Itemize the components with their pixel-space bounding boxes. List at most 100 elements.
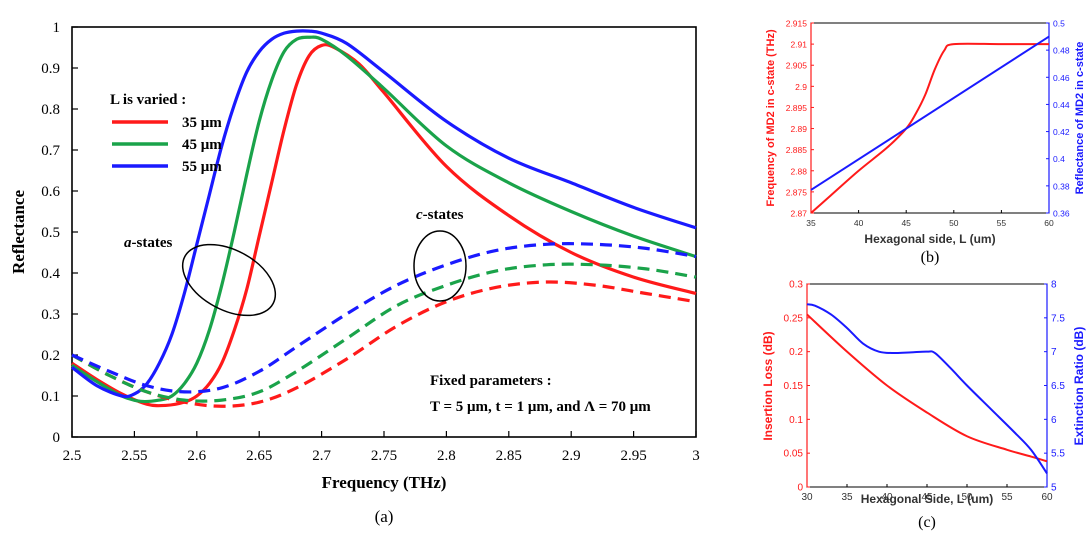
b-y-right-tick-label: 0.5 (1053, 19, 1065, 29)
a-x-axis-title: Frequency (THz) (322, 473, 447, 492)
a-x-tick-label: 2.5 (63, 448, 82, 464)
a-x-tick-label: 2.8 (437, 448, 456, 464)
c-states-label: c-states (416, 207, 464, 223)
b-y-left-tick-label: 2.89 (790, 124, 807, 134)
c-states-prefix: c (416, 207, 423, 223)
panel-label-c: (c) (918, 514, 936, 531)
c-ticks: 30 35 40 45 50 55 60 0 0.05 0.1 0.15 0.2 0.25 0.3 5 5.5… (784, 280, 1066, 504)
a-ticks: 2.5 2.55 2.6 2.65 2.7 2.75 2.8 2.85 2.9 2.95 3 0 0.1… (41, 20, 700, 464)
c-series-line-left (806, 313, 1048, 463)
c-x-tick-label: 50 (961, 492, 973, 503)
a-series-line-a-2 (71, 29, 697, 399)
c-x-axis-title: Hexagonal Side, L (um) (861, 492, 993, 506)
a-y-tick-label: 0.6 (41, 184, 60, 200)
a-states-suffix: -states (132, 235, 173, 251)
panel-b: 35 40 45 50 55 60 2.87 2.875 2.88 2.885 2.89 2.895 2… (765, 19, 1086, 267)
panel-c: 30 35 40 45 50 55 60 0 0.05 0.1 0.15 0.2 0.25 0.3 5 5.5… (761, 280, 1086, 532)
a-x-tick-label: 2.65 (246, 448, 272, 464)
b-y-left-tick-label: 2.905 (786, 61, 808, 71)
a-y-tick-label: 0 (53, 430, 61, 446)
c-y-right-tick-label: 8 (1051, 280, 1057, 291)
c-series-line-right (806, 303, 1048, 475)
b-x-axis-title: Hexagonal side, L (um) (864, 232, 995, 246)
c-x-tick-label: 35 (841, 492, 853, 503)
legend-a: L is varied : 35 μm 45 μm 55 μm (110, 92, 222, 175)
plot-area-c (806, 283, 1048, 488)
fixed-params-values: T = 5 μm, t = 1 μm, and Λ = 70 μm (430, 399, 651, 415)
b-x-tick-label: 35 (806, 218, 816, 228)
c-x-tick-label: 30 (801, 492, 813, 503)
b-y-left-tick-label: 2.91 (790, 40, 807, 50)
c-y-left-tick-label: 0 (797, 483, 803, 494)
legend-label-55: 55 μm (182, 159, 222, 175)
c-y-left-tick-label: 0.3 (789, 280, 803, 291)
a-y-tick-label: 0.1 (41, 389, 60, 405)
a-series-line-c-5 (71, 242, 697, 394)
c-x-tick-label: 60 (1041, 492, 1053, 503)
b-x-tick-label: 60 (1044, 218, 1054, 228)
b-x-tick-label: 45 (901, 218, 911, 228)
a-y-tick-label: 0.9 (41, 61, 60, 77)
b-y-right-tick-label: 0.38 (1053, 181, 1070, 191)
a-y-tick-label: 0.5 (41, 225, 60, 241)
panel-label-b: (b) (921, 249, 940, 266)
b-x-tick-label: 55 (997, 218, 1007, 228)
plot-area-a (71, 26, 697, 438)
a-x-tick-label: 2.55 (121, 448, 147, 464)
b-y-right-tick-label: 0.42 (1053, 127, 1070, 137)
b-y-left-tick-label: 2.87 (790, 209, 807, 219)
c-y-left-tick-label: 0.25 (784, 313, 804, 324)
a-x-tick-label: 2.75 (371, 448, 397, 464)
b-x-tick-label: 40 (854, 218, 864, 228)
c-y-left-tick-label: 0.1 (789, 415, 803, 426)
b-y-left-tick-label: 2.915 (786, 19, 808, 29)
a-y-axis-title: Reflectance (9, 190, 28, 274)
fixed-params-title: Fixed parameters : (430, 373, 552, 389)
c-y-right-tick-label: 5.5 (1051, 449, 1065, 460)
a-x-tick-label: 2.9 (562, 448, 581, 464)
a-series-line-c-4 (71, 262, 697, 403)
a-x-tick-label: 2.7 (312, 448, 331, 464)
b-y-left-tick-label: 2.9 (795, 82, 807, 92)
c-x-tick-label: 55 (1001, 492, 1013, 503)
c-y-left-tick-label: 0.05 (784, 449, 804, 460)
b-y-left-tick-label: 2.895 (786, 103, 808, 113)
c-y-axis-title-right: Extinction Ratio (dB) (1072, 327, 1086, 446)
b-y-axis-title-left: Frequency of MD2 in c-state (THz) (765, 29, 777, 207)
a-x-tick-label: 2.95 (620, 448, 646, 464)
a-x-tick-label: 2.85 (496, 448, 522, 464)
a-y-tick-label: 0.4 (41, 266, 60, 282)
b-series (810, 35, 1050, 214)
b-y-right-tick-label: 0.46 (1053, 73, 1070, 83)
b-y-right-tick-label: 0.48 (1053, 46, 1070, 56)
c-y-right-tick-label: 7.5 (1051, 313, 1065, 324)
b-series-line-right (810, 35, 1050, 191)
c-y-right-tick-label: 7 (1051, 347, 1057, 358)
a-states-label: a-states (124, 235, 172, 251)
panel-label-a: (a) (375, 507, 394, 526)
b-y-right-tick-label: 0.44 (1053, 100, 1070, 110)
c-y-axis-title-left: Insertion Loss (dB) (761, 331, 775, 440)
b-y-left-tick-label: 2.88 (790, 166, 807, 176)
c-series (806, 303, 1048, 475)
c-states-suffix: -states (423, 207, 464, 223)
a-y-tick-label: 0.8 (41, 102, 60, 118)
legend-title: L is varied : (110, 92, 186, 108)
b-y-left-tick-label: 2.875 (786, 187, 808, 197)
a-x-tick-label: 2.6 (187, 448, 206, 464)
c-y-right-tick-label: 6 (1051, 415, 1057, 426)
a-y-tick-label: 0.3 (41, 307, 60, 323)
c-y-right-tick-label: 5 (1051, 483, 1057, 494)
c-y-left-tick-label: 0.2 (789, 347, 803, 358)
legend-label-45: 45 μm (182, 137, 222, 153)
b-x-tick-label: 50 (949, 218, 959, 228)
plot-area-b (810, 22, 1050, 214)
a-y-tick-label: 1 (53, 20, 61, 36)
b-y-right-tick-label: 0.4 (1053, 154, 1065, 164)
a-y-tick-label: 0.7 (41, 143, 60, 159)
b-y-left-tick-label: 2.885 (786, 145, 808, 155)
a-series (71, 29, 697, 408)
b-y-axis-title-right: Reflectance of MD2 in c-state (1074, 42, 1086, 195)
c-x-tick-label: 40 (881, 492, 893, 503)
